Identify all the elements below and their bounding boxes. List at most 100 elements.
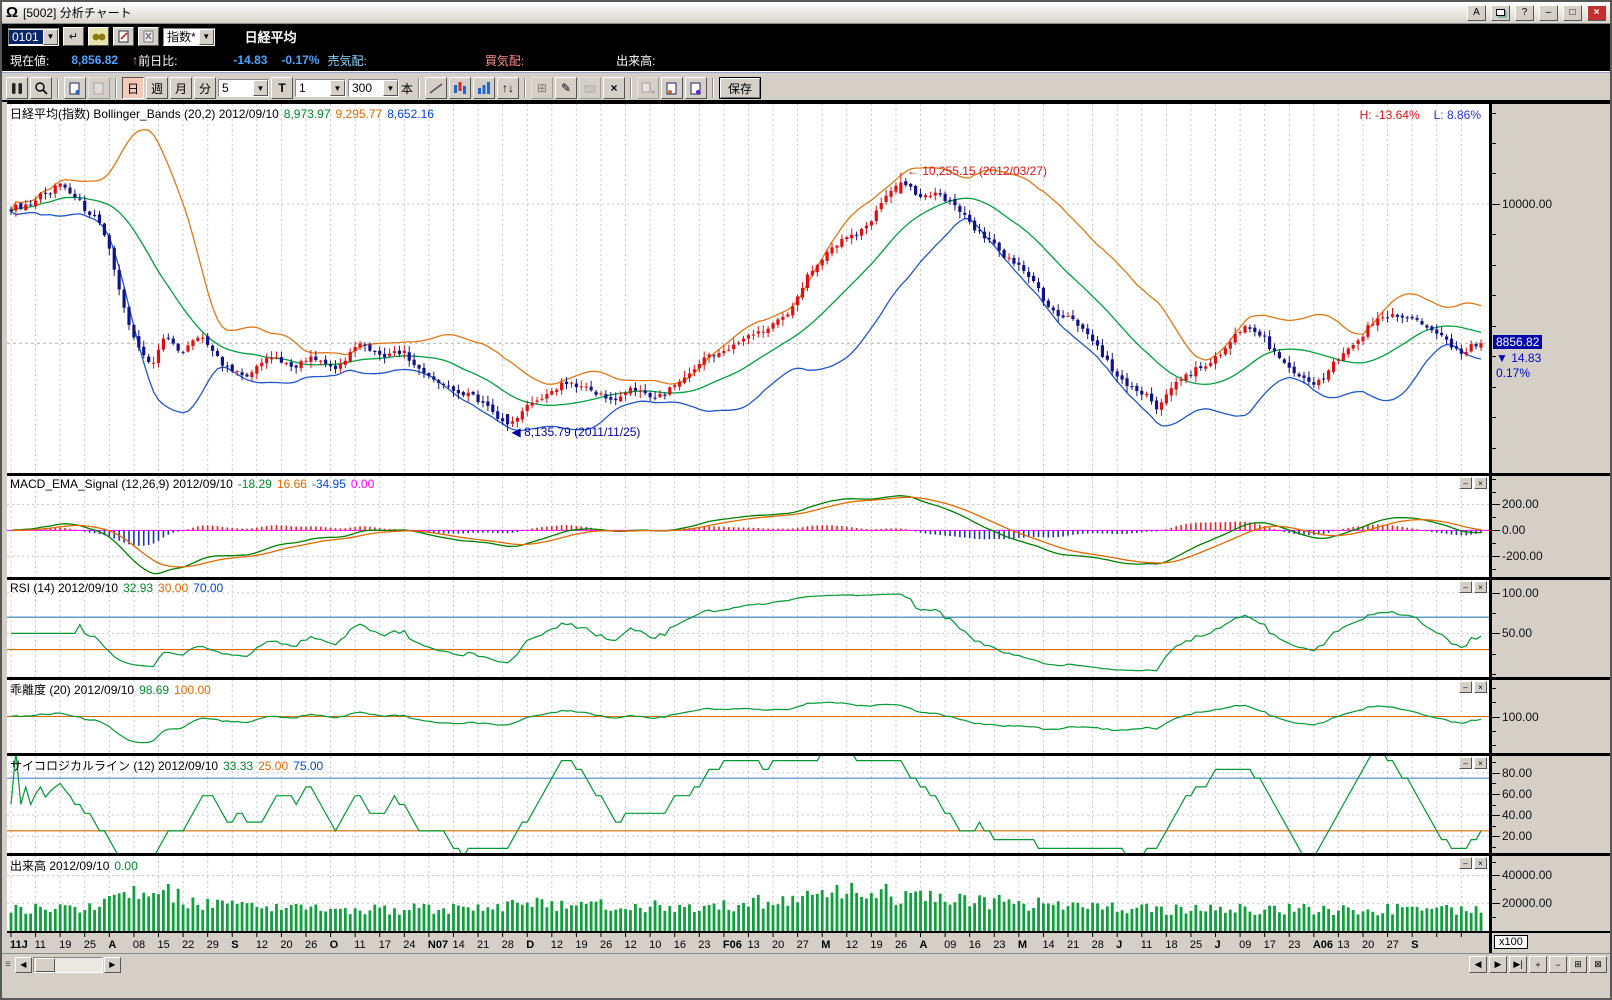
minimize-button[interactable]: – [1539, 4, 1558, 21]
psychological-close-button[interactable]: × [1474, 757, 1487, 769]
zoom-out-button[interactable]: − [1549, 956, 1567, 973]
axis-minor-tick [1492, 688, 1496, 690]
symbol-remove-button[interactable] [138, 27, 159, 46]
rsi-minimize-button[interactable]: – [1459, 581, 1472, 593]
high-percent-label: H: -13.64% [1359, 108, 1420, 122]
delete-drawings-button[interactable]: × [603, 77, 626, 99]
zoom-in-button[interactable]: + [1529, 956, 1547, 973]
close-chart-button[interactable]: ⊠ [1589, 956, 1607, 973]
draw-pencil-button[interactable]: ✎ [555, 77, 578, 99]
symbol-search-button[interactable] [88, 27, 109, 46]
deviation-close-button[interactable]: × [1474, 681, 1487, 693]
panel-title: 日経平均(指数) Bollinger_Bands (20,2) 2012/09/… [10, 107, 279, 121]
layout-copy-button[interactable] [637, 77, 660, 99]
volume-svg[interactable] [7, 856, 1489, 931]
change-value: -14.83 [233, 53, 268, 67]
axis-minor-tick [1492, 762, 1496, 764]
chart-horizontal-scrollbar[interactable] [32, 956, 103, 973]
scroll-back-button[interactable]: ◀ [1469, 956, 1487, 973]
candle-style-button[interactable] [449, 77, 472, 99]
save-button[interactable]: 保存 [719, 77, 762, 99]
period-minute-button[interactable]: 分 [194, 77, 216, 99]
maximize-button[interactable]: □ [1563, 4, 1582, 21]
eraser-button[interactable] [579, 77, 602, 99]
new-page-icon [69, 82, 80, 94]
volume-plot[interactable]: 出来高 2012/09/10 0.00 – × [7, 856, 1489, 931]
main-price-panel: 日経平均(指数) Bollinger_Bands (20,2) 2012/09/… [7, 102, 1610, 473]
period-month-button[interactable]: 月 [170, 77, 192, 99]
page-next-button[interactable] [685, 77, 708, 99]
tick-mode-button[interactable]: T [271, 77, 293, 99]
volume-unit-cell: x100 [1489, 933, 1608, 953]
bar-count-value: 300 [352, 81, 373, 95]
panel-indicator-value: -34.95 [311, 477, 346, 491]
macd-axis: 200.00 0.00 -200.00 [1489, 476, 1608, 577]
psychological-minimize-button[interactable]: – [1459, 757, 1472, 769]
page-previous-button[interactable] [661, 77, 684, 99]
deviation-minimize-button[interactable]: – [1459, 681, 1472, 693]
symbol-enter-button[interactable]: ↵ [63, 27, 84, 46]
window-layout-button[interactable] [1491, 4, 1510, 21]
close-button[interactable]: × [1587, 4, 1606, 21]
bar-spacing-icon [12, 82, 22, 94]
symbol-code-input[interactable]: 0101 ▼ [8, 27, 59, 46]
macd-close-button[interactable]: × [1474, 477, 1487, 489]
x-axis-label: 25 [84, 939, 96, 951]
new-chart-button[interactable] [64, 77, 86, 99]
panel-indicator-value: 0.00 [114, 859, 138, 873]
volume-minimize-button[interactable]: – [1459, 857, 1472, 869]
symbol-register-button[interactable] [113, 27, 134, 46]
rsi-plot[interactable]: RSI (14) 2012/09/10 32.93 30.00 70.00 – × [7, 580, 1489, 677]
psy-svg[interactable] [7, 756, 1489, 853]
macd-plot[interactable]: MACD_EMA_Signal (12,26,9) 2012/09/10 -18.… [7, 476, 1489, 577]
x-axis-label: N07 [428, 939, 448, 951]
grid-mode-button[interactable]: ⊞ [1569, 956, 1587, 973]
tick-interval-select[interactable]: 1 ▼ [295, 79, 346, 97]
volume-unit-label: x100 [1494, 935, 1528, 949]
market-category-dropdown-icon[interactable]: ▼ [198, 28, 214, 45]
main-chart-svg[interactable] [7, 104, 1489, 472]
line-style-button[interactable] [425, 77, 448, 99]
market-category-select[interactable]: 指数* ▼ [163, 27, 215, 46]
deviation-plot[interactable]: 乖離度 (20) 2012/09/10 98.69 100.00 – × [7, 680, 1489, 753]
symbol-code-dropdown-icon[interactable]: ▼ [43, 28, 58, 45]
bar-count-select[interactable]: 300 ▼ [348, 79, 399, 97]
symbol-name: 日経平均 [244, 30, 297, 45]
bar-count-dropdown-icon[interactable]: ▼ [383, 80, 398, 96]
panel-indicator-value: 8,652.16 [387, 107, 434, 121]
rsi-svg[interactable] [7, 580, 1489, 677]
dev-svg[interactable] [7, 680, 1489, 753]
axis-tick [1492, 203, 1500, 205]
volume-close-button[interactable]: × [1474, 857, 1487, 869]
scroll-forward-button[interactable]: ▶ [1489, 956, 1507, 973]
scrollbar-thumb[interactable] [34, 957, 55, 972]
rsi-close-button[interactable]: × [1474, 581, 1487, 593]
period-week-button[interactable]: 週 [146, 77, 168, 99]
tick-interval-dropdown-icon[interactable]: ▼ [330, 80, 345, 96]
grid-toggle-button[interactable]: ⊞ [531, 77, 554, 99]
annotation-mode-button[interactable]: A [1467, 4, 1486, 21]
macd-minimize-button[interactable]: – [1459, 477, 1472, 489]
delete-chart-button[interactable] [88, 77, 110, 99]
minute-interval-select[interactable]: 5 ▼ [218, 79, 269, 97]
bar-spacing-button[interactable] [6, 77, 28, 99]
main-chart-plot[interactable]: 日経平均(指数) Bollinger_Bands (20,2) 2012/09/… [7, 104, 1489, 473]
psychological-plot[interactable]: サイコロジカルライン (12) 2012/09/10 33.33 25.00 75.0… [7, 756, 1489, 853]
x-axis-label: 15 [157, 939, 169, 951]
period-day-button[interactable]: 日 [122, 77, 144, 99]
scrollbar-right-button[interactable]: ▶ [103, 956, 121, 973]
scrollbar-left-button[interactable]: ◀ [14, 956, 32, 973]
x-axis-label: A06 [1313, 939, 1333, 951]
minute-interval-dropdown-icon[interactable]: ▼ [253, 80, 268, 96]
volume-style-button[interactable] [473, 77, 496, 99]
help-button[interactable]: ? [1515, 4, 1534, 21]
zoom-button[interactable] [30, 77, 52, 99]
x-axis-label: 14 [452, 939, 464, 951]
x-axis-label: 08 [133, 939, 145, 951]
scale-updown-button[interactable]: ↑↓ [497, 77, 520, 99]
jump-latest-button[interactable]: ▶| [1509, 956, 1527, 973]
axis-tick-label: 80.00 [1502, 765, 1533, 780]
panel-indicator-value: 98.69 [139, 683, 170, 697]
resize-grip-icon[interactable]: ≡ [5, 959, 11, 970]
macd-svg[interactable] [7, 476, 1489, 577]
